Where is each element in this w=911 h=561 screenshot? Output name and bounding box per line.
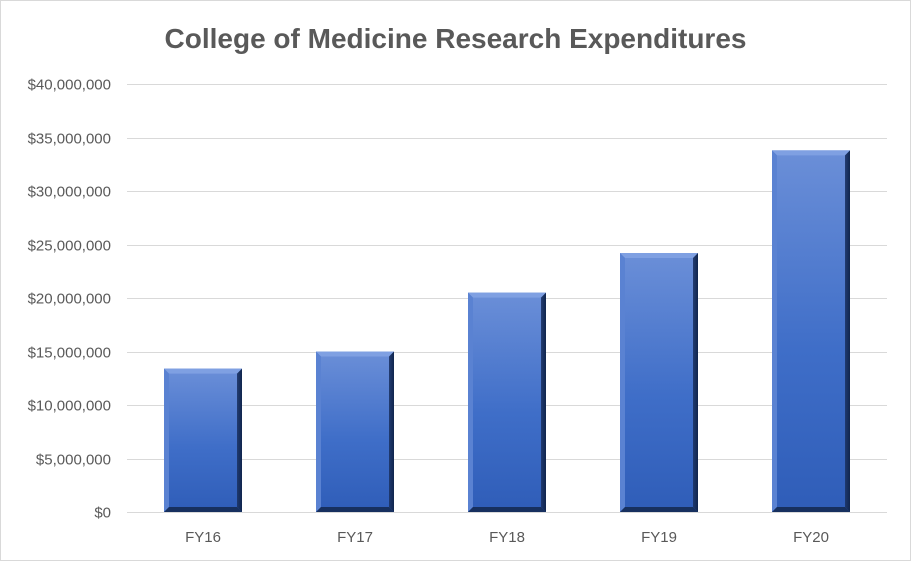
bar-bevel-top: [164, 368, 242, 374]
x-tick-label: FY16: [185, 529, 221, 546]
y-tick-label: $25,000,000: [28, 238, 111, 255]
bar-bevel-left: [316, 351, 321, 512]
bar-bevel-top: [316, 351, 394, 357]
x-tick-label: FY18: [489, 529, 525, 546]
bar: [316, 351, 394, 512]
bar-bevel-left: [620, 253, 625, 512]
y-tick-label: $20,000,000: [28, 291, 111, 308]
bar-fy17: [316, 351, 394, 512]
bar-fy18: [468, 292, 546, 512]
y-tick-label: $40,000,000: [28, 77, 111, 94]
y-tick-label: $30,000,000: [28, 184, 111, 201]
y-tick-label: $35,000,000: [28, 131, 111, 148]
bar-bevel-bottom: [468, 507, 546, 512]
y-axis-tick-labels: $0 $5,000,000 $10,000,000 $15,000,000 $20,00…: [28, 77, 111, 522]
x-axis-tick-labels: FY16 FY17 FY18 FY19 FY20: [185, 529, 829, 546]
bar-bevel-right: [389, 351, 394, 512]
x-tick-label: FY19: [641, 529, 677, 546]
bar-bevel-bottom: [772, 507, 850, 512]
bar-bevel-top: [772, 150, 850, 156]
bar-bevel-left: [164, 368, 169, 512]
x-tick-label: FY17: [337, 529, 373, 546]
bar-bevel-bottom: [316, 507, 394, 512]
chart-title: College of Medicine Research Expenditure…: [164, 23, 747, 54]
bars: [164, 150, 850, 512]
bar-fy19: [620, 253, 698, 512]
bar-bevel-right: [845, 150, 850, 512]
bar-bevel-left: [772, 150, 777, 512]
bar-bevel-left: [468, 292, 473, 512]
y-tick-label: $0: [94, 505, 111, 522]
bar: [468, 292, 546, 512]
bar-bevel-right: [541, 292, 546, 512]
bar-fy16: [164, 368, 242, 512]
bar-bevel-right: [693, 253, 698, 512]
bar-bevel-bottom: [164, 507, 242, 512]
y-tick-label: $5,000,000: [36, 452, 111, 469]
bar-fy20: [772, 150, 850, 512]
bar-bevel-top: [468, 292, 546, 298]
x-tick-label: FY20: [793, 529, 829, 546]
bar: [620, 253, 698, 512]
bar-bevel-top: [620, 253, 698, 259]
bar: [164, 368, 242, 512]
bar-bevel-right: [237, 368, 242, 512]
bar: [772, 150, 850, 512]
y-tick-label: $15,000,000: [28, 345, 111, 362]
bar-bevel-bottom: [620, 507, 698, 512]
y-tick-label: $10,000,000: [28, 398, 111, 415]
